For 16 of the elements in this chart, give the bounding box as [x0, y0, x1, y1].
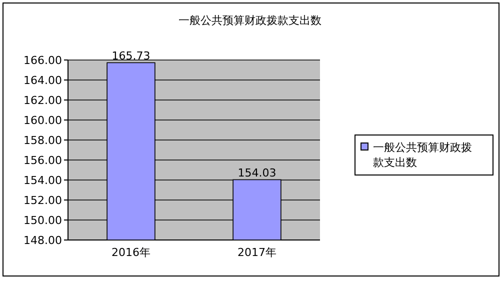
data-label: 165.73: [112, 50, 150, 63]
y-tick-label: 166.00: [24, 54, 62, 67]
x-tick-label: 2016年: [112, 246, 150, 259]
y-tick-label: 150.00: [24, 214, 62, 227]
data-label: 154.03: [238, 166, 276, 180]
x-tick-label: 2017年: [238, 246, 276, 259]
y-tick-label: 152.00: [24, 194, 62, 207]
legend-label: 一般公共预算财政拨款支出数: [373, 141, 472, 169]
y-tick-label: 148.00: [24, 234, 62, 247]
y-tick-label: 164.00: [24, 74, 62, 87]
y-tick-label: 158.00: [24, 134, 62, 147]
y-tick-label: 154.00: [24, 174, 62, 187]
chart-title: 一般公共预算财政拨款支出数: [178, 14, 322, 27]
y-tick-label: 156.00: [24, 154, 62, 167]
y-tick-label: 160.00: [24, 114, 62, 127]
y-tick-label: 162.00: [24, 94, 62, 107]
